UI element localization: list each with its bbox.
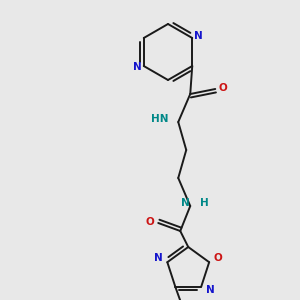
Text: O: O bbox=[214, 253, 223, 263]
Text: N: N bbox=[181, 198, 190, 208]
Text: H: H bbox=[200, 198, 208, 208]
Text: O: O bbox=[146, 217, 154, 227]
Text: N: N bbox=[206, 285, 214, 295]
Text: HN: HN bbox=[152, 114, 169, 124]
Text: N: N bbox=[134, 62, 142, 72]
Text: O: O bbox=[219, 83, 228, 93]
Text: N: N bbox=[194, 31, 203, 41]
Text: N: N bbox=[154, 253, 163, 263]
